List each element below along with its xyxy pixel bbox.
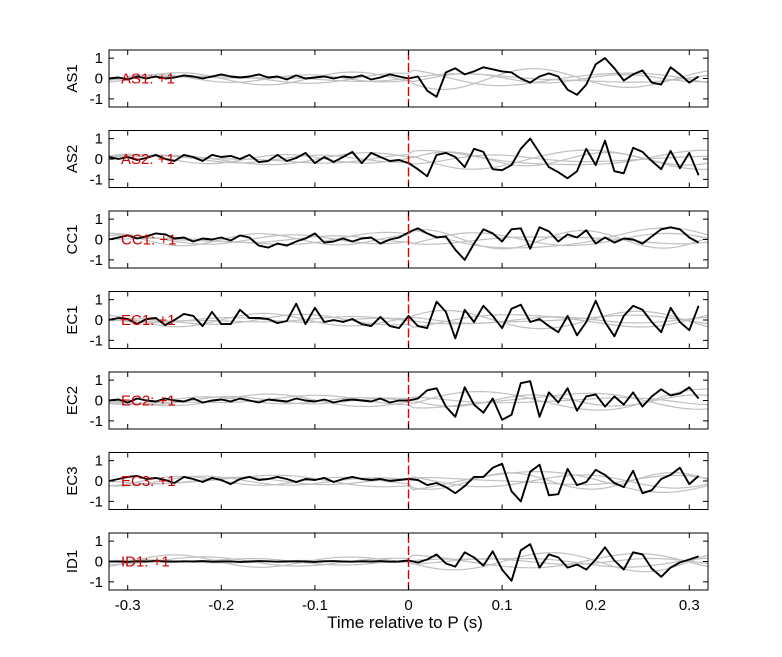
y-tick-label: -1 — [90, 493, 103, 510]
y-axis-label: EC1 — [64, 305, 81, 334]
y-tick-label: -1 — [90, 171, 103, 188]
y-tick-label: 0 — [95, 393, 103, 410]
x-tick-label: 0.3 — [679, 597, 700, 614]
x-tick-label: 0 — [404, 597, 412, 614]
trace-line-id1 — [109, 543, 699, 582]
y-tick-label: 1 — [95, 131, 103, 148]
y-tick-label: 0 — [95, 232, 103, 249]
panel-annotation: EC2: +1 — [121, 393, 176, 410]
y-tick-label: -1 — [90, 413, 103, 430]
panel-as1: 1 0 -1 AS1 AS1: +1 — [64, 49, 709, 108]
panel-annotation: EC1: +1 — [121, 312, 176, 329]
panel-ec1: 1 0 -1 EC1 EC1: +1 — [64, 291, 709, 349]
x-tick-label: -0.3 — [115, 597, 141, 614]
panel-as2: 1 0 -1 AS2 AS2: +1 — [64, 130, 709, 188]
background-trace — [108, 229, 709, 250]
panel-ec2: 1 0 -1 EC2 EC2: +1 — [64, 371, 709, 430]
y-tick-label: 0 — [95, 473, 103, 490]
x-axis-label: Time relative to P (s) — [327, 613, 483, 632]
y-tick-label: -1 — [90, 574, 103, 591]
y-tick-label: 1 — [95, 533, 103, 550]
trace-line-as1 — [108, 57, 700, 98]
panel-ec3: 1 0 -1 EC3 EC3: +1 — [64, 452, 709, 510]
x-tick-label: 0.2 — [585, 597, 606, 614]
panel-annotation: EC3: +1 — [121, 473, 176, 490]
y-tick-label: 0 — [95, 554, 103, 571]
panel-annotation: CC1: +1 — [121, 232, 176, 249]
y-tick-label: 0 — [95, 312, 103, 329]
x-tick-label: 0.1 — [492, 597, 513, 614]
x-tick-label: -0.2 — [208, 597, 234, 614]
y-axis-label: ID1 — [64, 550, 81, 573]
y-axis-label: AS1 — [64, 64, 81, 92]
y-tick-label: 0 — [95, 71, 103, 88]
y-axis-label: EC2 — [64, 386, 81, 415]
y-tick-label: 1 — [95, 211, 103, 228]
panel-annotation: ID1: +1 — [121, 554, 170, 571]
panel-cc1: 1 0 -1 CC1 CC1: +1 — [64, 210, 709, 269]
panels-group: 1 0 -1 AS1 AS1: +1 1 0 -1 AS2 AS2: +1 1 0 -1 CC1 CC1: … — [64, 49, 709, 614]
background-trace — [108, 227, 709, 249]
y-axis-label: AS2 — [64, 145, 81, 173]
trace-line-ec1 — [108, 299, 700, 340]
panel-annotation: AS2: +1 — [121, 151, 175, 168]
trace-line-as2 — [108, 137, 700, 180]
y-tick-label: 1 — [95, 372, 103, 389]
y-tick-label: 0 — [95, 151, 103, 168]
y-tick-label: -1 — [90, 91, 103, 108]
y-tick-label: 1 — [95, 50, 103, 67]
x-tick-label: -0.1 — [302, 597, 328, 614]
y-tick-label: -1 — [90, 252, 103, 269]
y-axis-label: EC3 — [64, 466, 81, 495]
y-tick-label: 1 — [95, 292, 103, 309]
y-tick-label: 1 — [95, 453, 103, 470]
trace-line-ec2 — [108, 380, 700, 421]
y-axis-label: CC1 — [64, 224, 81, 254]
panel-id1: 1 0 -1 ID1 ID1: +1 — [64, 532, 709, 591]
trace-line-cc1 — [108, 226, 700, 261]
trace-line-ec3 — [108, 462, 700, 503]
y-tick-label: -1 — [90, 332, 103, 349]
panel-annotation: AS1: +1 — [121, 71, 175, 88]
